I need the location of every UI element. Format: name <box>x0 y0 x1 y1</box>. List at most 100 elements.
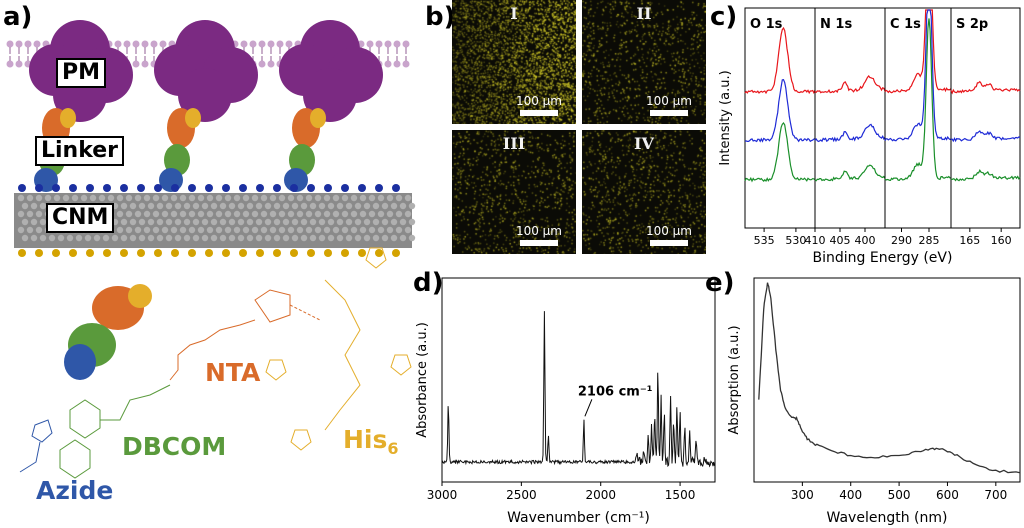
carbon-atom <box>246 202 254 210</box>
ir-xlabel: Wavenumber (cm⁻¹) <box>507 510 650 526</box>
carbon-atom <box>404 194 412 202</box>
carbon-atom <box>341 226 349 234</box>
amine-group <box>171 184 179 192</box>
carbon-atom <box>242 210 250 218</box>
carbon-atom <box>354 218 362 226</box>
carbon-atom <box>318 202 326 210</box>
carbon-atom <box>161 210 169 218</box>
sulfur-group <box>69 249 77 257</box>
carbon-atom <box>287 210 295 218</box>
carbon-atom <box>179 210 187 218</box>
amine-group <box>307 184 315 192</box>
xps-xlabel: Binding Energy (eV) <box>813 250 953 266</box>
amine-group <box>375 184 383 192</box>
lipid-head <box>33 40 41 48</box>
carbon-atom <box>282 234 290 242</box>
carbon-atom <box>264 234 272 242</box>
carbon-atom <box>170 210 178 218</box>
carbon-atom <box>161 194 169 202</box>
carbon-atom <box>368 194 376 202</box>
his6-structure <box>265 247 412 451</box>
carbon-atom <box>350 226 358 234</box>
carbon-atom <box>291 234 299 242</box>
xps-section-label: C 1s <box>890 17 921 32</box>
carbon-atom <box>233 210 241 218</box>
carbon-atom <box>408 218 416 226</box>
xps-chart: O 1s 535 530 N 1s 410 405 400 C 1s 290 285 S 2p 165… <box>718 7 1021 266</box>
sulfur-group <box>273 249 281 257</box>
carbon-atom <box>305 226 313 234</box>
sulfur-group <box>239 249 247 257</box>
carbon-atom <box>30 218 38 226</box>
carbon-atom <box>390 218 398 226</box>
carbon-atom <box>219 202 227 210</box>
lipid-head <box>15 60 23 68</box>
lipid-head <box>141 60 149 68</box>
carbon-atom <box>255 202 263 210</box>
membrane-protein-cluster-3 <box>279 20 383 122</box>
carbon-atom <box>309 202 317 210</box>
carbon-atom <box>377 226 385 234</box>
carbon-atom <box>21 234 29 242</box>
sulfur-group <box>18 249 26 257</box>
cnm-label: CNM <box>46 203 115 233</box>
carbon-atom <box>341 210 349 218</box>
lipid-head <box>384 40 392 48</box>
xps-tick-label: 285 <box>919 234 940 247</box>
carbon-atom <box>174 218 182 226</box>
linker-3 <box>284 108 326 192</box>
ir-tick-label: 1500 <box>665 488 696 502</box>
carbon-atom <box>296 210 304 218</box>
carbon-atom <box>399 234 407 242</box>
sulfur-group <box>86 249 94 257</box>
sulfur-group <box>205 249 213 257</box>
carbon-atom <box>251 210 259 218</box>
amine-group <box>188 184 196 192</box>
carbon-atom <box>237 202 245 210</box>
fluorescence-tile-1: I 100 µm <box>452 0 576 124</box>
carbon-atom <box>125 194 133 202</box>
carbon-atom <box>143 194 151 202</box>
ir-frame <box>441 277 716 483</box>
carbon-atom <box>255 234 263 242</box>
panel-label-e: e) <box>705 268 735 298</box>
carbon-atom <box>251 226 259 234</box>
carbon-atom <box>300 234 308 242</box>
xps-tick-label: 290 <box>891 234 912 247</box>
carbon-atom <box>44 194 52 202</box>
carbon-atom <box>30 234 38 242</box>
xps-section-label: O 1s <box>750 17 783 32</box>
xps-series-blue <box>744 79 816 143</box>
carbon-atom <box>143 226 151 234</box>
amine-group <box>137 184 145 192</box>
amine-group <box>52 184 60 192</box>
amine-group <box>103 184 111 192</box>
ir-annotation-arrow <box>584 399 593 417</box>
lipid-head <box>15 40 23 48</box>
carbon-atom <box>179 194 187 202</box>
xps-tick-label: 410 <box>805 234 826 247</box>
carbon-atom <box>327 218 335 226</box>
carbon-atom <box>237 234 245 242</box>
carbon-atom <box>408 202 416 210</box>
carbon-atom <box>386 226 394 234</box>
carbon-atom <box>102 234 110 242</box>
carbon-atom <box>354 234 362 242</box>
tile-id: I <box>510 4 518 23</box>
carbon-atom <box>134 226 142 234</box>
carbon-atom <box>224 194 232 202</box>
lipid-head <box>384 60 392 68</box>
carbon-atom <box>192 202 200 210</box>
dbcom-structure <box>59 384 171 479</box>
sulfur-group <box>375 249 383 257</box>
carbon-atom <box>17 226 25 234</box>
carbon-atom <box>165 202 173 210</box>
carbon-atom <box>129 202 137 210</box>
carbon-atom <box>71 194 79 202</box>
carbon-atom <box>336 202 344 210</box>
carbon-atom <box>377 210 385 218</box>
sulfur-group <box>188 249 196 257</box>
scale-label: 100 µm <box>515 224 562 238</box>
carbon-atom <box>215 210 223 218</box>
carbon-atom <box>273 218 281 226</box>
